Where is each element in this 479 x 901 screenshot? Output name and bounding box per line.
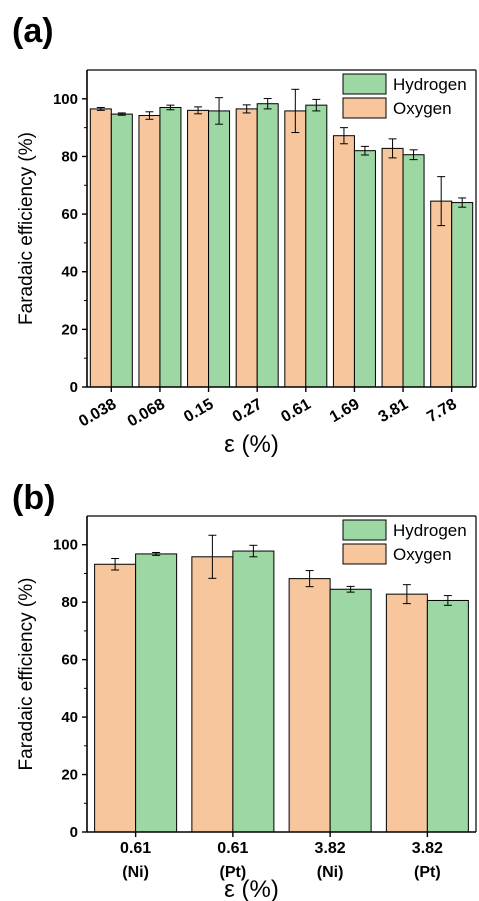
bar-hydrogen (451, 202, 474, 388)
chart-panel-b: (b) 0 20 40 60 80 100 0.61 (Ni) 0.61 (Pt) 3.82 (Ni) 3… (12, 479, 477, 901)
bar-hydrogen (208, 110, 231, 388)
legend-label-hydrogen: Hydrogen (393, 521, 467, 540)
panel-label: (a) (12, 12, 54, 50)
bar-oxygen (191, 556, 234, 833)
x-tick-label: 0.038 (76, 396, 119, 431)
bar-hydrogen (402, 154, 425, 388)
x-tick-label: 0.61 (278, 396, 314, 426)
x-tick-label: 3.81 (376, 396, 412, 426)
legend-label-oxygen: Oxygen (393, 545, 452, 564)
x-tick-label: 0.61 (217, 840, 248, 857)
bar-hydrogen (232, 550, 275, 833)
bar-hydrogen (329, 588, 372, 833)
y-tick-label: 20 (61, 767, 78, 784)
y-tick-label: 0 (70, 379, 78, 396)
y-tick-label: 100 (53, 91, 78, 108)
bar-hydrogen (159, 106, 182, 388)
x-tick-sublabel: (Pt) (220, 864, 247, 881)
y-tick-label: 100 (53, 537, 78, 554)
y-tick-label: 60 (61, 652, 78, 669)
chart-panel-a: (a) 0 20 40 60 80 100 0.038 0.068 0.15 0.27 0.61 1.6… (12, 12, 477, 458)
bar-oxygen (138, 115, 161, 388)
bar-hydrogen (305, 104, 328, 388)
legend-swatch-hydrogen (342, 73, 387, 95)
y-tick-label: 80 (61, 594, 78, 611)
x-tick-label: 3.82 (315, 840, 346, 857)
bar-oxygen (385, 593, 428, 833)
legend-swatch-oxygen (342, 543, 387, 565)
x-tick-label: 0.27 (230, 396, 266, 426)
bar-oxygen (430, 200, 453, 388)
x-axis-title: ε (%) (224, 876, 279, 901)
x-tick-label: 0.068 (125, 396, 168, 431)
x-tick-label: 1.69 (327, 396, 363, 426)
x-tick-label: 0.15 (181, 396, 217, 426)
bar-oxygen (187, 109, 210, 388)
legend-swatch-oxygen (342, 97, 387, 119)
x-axis-title: ε (%) (224, 431, 279, 458)
y-tick-label: 60 (61, 206, 78, 223)
bar-oxygen (235, 108, 258, 388)
x-tick-label: 3.82 (412, 840, 443, 857)
legend-label-oxygen: Oxygen (393, 99, 452, 118)
bar-oxygen (332, 135, 355, 388)
y-tick-label: 40 (61, 264, 78, 281)
panel-label: (b) (12, 479, 55, 517)
bar-oxygen (94, 563, 137, 833)
bar-oxygen (381, 147, 404, 388)
bar-hydrogen (426, 599, 469, 833)
bar-hydrogen (110, 113, 133, 388)
bar-oxygen (89, 108, 112, 388)
bar-oxygen (284, 110, 307, 388)
y-tick-label: 40 (61, 709, 78, 726)
bar-oxygen (288, 578, 331, 833)
y-axis-title: Faradaic efficiency (%) (16, 578, 37, 771)
x-tick-sublabel: (Pt) (414, 864, 441, 881)
y-tick-label: 0 (70, 824, 78, 841)
y-axis-title: Faradaic efficiency (%) (16, 132, 37, 325)
bar-hydrogen (256, 103, 279, 388)
legend-label-hydrogen: Hydrogen (393, 75, 467, 94)
x-tick-label: 0.61 (120, 840, 151, 857)
bar-hydrogen (135, 553, 178, 833)
y-tick-label: 20 (61, 321, 78, 338)
x-tick-sublabel: (Ni) (122, 864, 149, 881)
y-tick-label: 80 (61, 148, 78, 165)
legend-swatch-hydrogen (342, 519, 387, 541)
x-tick-label: 7.78 (424, 396, 460, 426)
x-tick-sublabel: (Ni) (317, 864, 344, 881)
bar-hydrogen (353, 150, 376, 388)
